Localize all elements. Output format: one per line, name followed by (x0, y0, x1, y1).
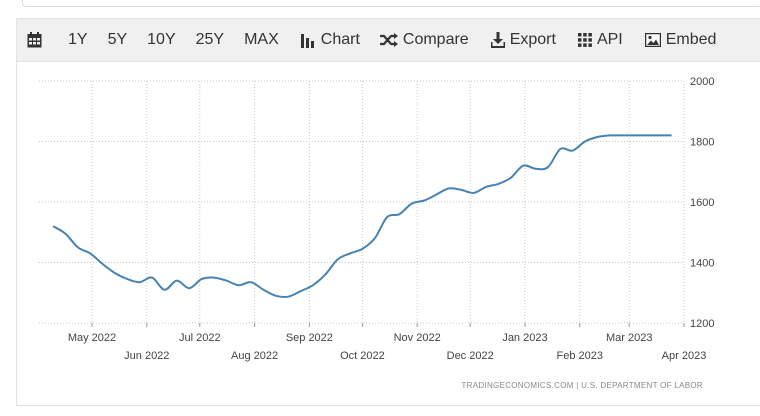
data-point (535, 168, 537, 170)
data-point (584, 141, 586, 143)
tick-layer: 1200 1400 1600 1800 2000 May 2022 Jun 2022 Jul … (68, 76, 715, 362)
data-point (65, 233, 67, 235)
data-point (473, 192, 475, 194)
data-point (201, 278, 203, 280)
data-point (621, 134, 623, 136)
series-line (52, 134, 672, 299)
data-point (102, 263, 104, 265)
data-point (275, 295, 277, 297)
data-point (572, 150, 574, 152)
x-tick-label: Feb 2023 (556, 350, 602, 362)
y-tick-label: 1600 (690, 197, 714, 209)
data-point (114, 272, 116, 274)
source-credit: TRADINGECONOMICS.COM | U.S. DEPARTMENT O… (461, 381, 703, 390)
data-point (485, 186, 487, 188)
grid-layer (39, 80, 685, 324)
data-point (77, 246, 79, 248)
data-point (324, 274, 326, 276)
data-point (510, 177, 512, 179)
data-point (436, 193, 438, 195)
compare-button[interactable]: Compare (379, 31, 469, 49)
compare-label: Compare (402, 31, 469, 48)
data-point (188, 287, 190, 289)
grid-icon (577, 33, 592, 47)
image-icon (644, 33, 661, 47)
range-max-button[interactable]: MAX (244, 31, 279, 48)
export-label: Export (509, 31, 556, 48)
data-point (262, 289, 264, 291)
data-point (213, 277, 215, 279)
range-5y-button[interactable]: 5Y (107, 31, 128, 48)
x-tick-label: Aug 2022 (231, 350, 278, 362)
download-icon (490, 32, 505, 48)
data-point (349, 252, 351, 254)
data-point (522, 165, 524, 167)
data-point (646, 134, 648, 136)
x-tick-label: Jul 2022 (179, 332, 221, 344)
chart-type-label: Chart (320, 31, 360, 48)
range-1y-button[interactable]: 1Y (68, 31, 88, 48)
export-button[interactable]: Export (490, 31, 556, 49)
x-tick-label: Sep 2022 (286, 332, 333, 344)
data-point (238, 284, 240, 286)
x-tick-label: Dec 2022 (447, 350, 494, 362)
data-point (609, 134, 611, 136)
chart-toolbar: 1Y 5Y 10Y 25Y MAX Chart Compare (17, 19, 760, 62)
data-point (559, 148, 561, 150)
data-point (151, 277, 153, 279)
data-point (386, 216, 388, 218)
y-tick-label: 2000 (690, 76, 714, 88)
range-25y-button[interactable]: 25Y (195, 31, 225, 48)
embed-button[interactable]: Embed (644, 31, 717, 49)
data-point (448, 187, 450, 189)
data-point (126, 278, 128, 280)
chart-type-button[interactable]: Chart (300, 31, 360, 49)
range-10y-button[interactable]: 10Y (147, 31, 176, 48)
data-point (89, 252, 91, 254)
data-point (250, 281, 252, 283)
x-tick-label: Mar 2023 (606, 332, 652, 344)
data-point (164, 289, 166, 291)
shuffle-icon (379, 33, 398, 47)
data-point (52, 225, 54, 227)
series-layer (52, 134, 673, 299)
data-point (176, 280, 178, 282)
chart-panel: 1Y 5Y 10Y 25Y MAX Chart Compare (16, 18, 760, 406)
y-tick-label: 1800 (690, 137, 714, 149)
bar-chart-icon (300, 33, 314, 48)
data-point (460, 189, 462, 191)
data-point (287, 296, 289, 298)
data-point (361, 248, 363, 250)
x-tick-label: Nov 2022 (394, 332, 441, 344)
x-tick-label: Apr 2023 (662, 350, 707, 362)
data-point (300, 290, 302, 292)
y-tick-label: 1400 (690, 258, 714, 270)
data-point (658, 134, 660, 136)
y-tick-label: 1200 (690, 318, 714, 330)
embed-label: Embed (665, 31, 717, 48)
data-point (139, 281, 141, 283)
x-tick-label: Jun 2022 (124, 350, 169, 362)
x-tick-label: Oct 2022 (340, 350, 385, 362)
api-button[interactable]: API (577, 31, 623, 49)
x-tick-label: May 2022 (68, 332, 116, 344)
data-point (498, 183, 500, 185)
data-point (596, 136, 598, 138)
data-point (547, 166, 549, 168)
top-frame (22, 0, 760, 7)
data-point (671, 134, 673, 136)
data-point (411, 203, 413, 205)
api-label: API (596, 31, 623, 48)
x-tick-label: Jan 2023 (502, 332, 547, 344)
data-point (634, 134, 636, 136)
data-point (374, 237, 376, 239)
calendar-icon (27, 32, 42, 48)
data-point (225, 280, 227, 282)
data-point (399, 213, 401, 215)
data-point (423, 200, 425, 202)
line-chart: 1200 1400 1600 1800 2000 May 2022 Jun 2022 Jul … (39, 76, 715, 362)
data-point (312, 284, 314, 286)
calendar-button[interactable] (27, 32, 42, 48)
data-point (337, 259, 339, 261)
